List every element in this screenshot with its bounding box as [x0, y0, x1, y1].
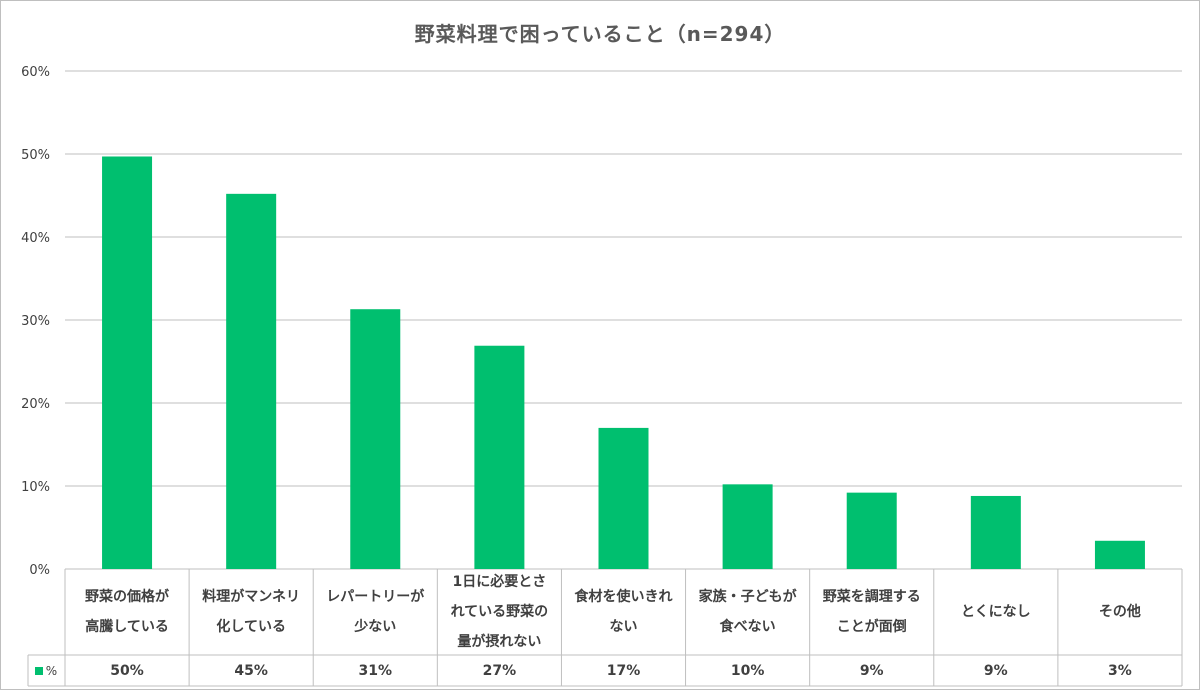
- bar: [846, 492, 897, 569]
- y-tick-label: 0%: [29, 563, 50, 578]
- value-label: 17%: [606, 662, 641, 679]
- category-label: レパートリーが 少ない: [326, 589, 425, 635]
- value-label: 50%: [110, 662, 144, 679]
- value-label: 27%: [482, 662, 517, 679]
- data-table-lines: [27, 569, 1183, 687]
- category-label: その他: [1098, 604, 1141, 620]
- value-label: 9%: [859, 662, 884, 679]
- y-tick-label: 30%: [21, 314, 50, 329]
- legend-swatch: [34, 666, 43, 675]
- bar: [474, 345, 525, 569]
- category-label: 野菜を調理する ことが面倒: [822, 589, 921, 635]
- bar: [970, 495, 1021, 569]
- category-label: 食材を使いきれ ない: [574, 589, 673, 635]
- y-tick-label: 60%: [21, 65, 50, 80]
- bar: [102, 156, 153, 570]
- category-label: 1日に必要とさ れている野菜の 量が摂れない: [450, 574, 549, 650]
- bar: [350, 309, 401, 569]
- y-axis-ticks: 0% 10% 20% 30% 40% 50% 60%: [21, 65, 50, 578]
- bar: [1094, 540, 1145, 569]
- y-tick-label: 10%: [21, 480, 50, 495]
- legend-label: %: [45, 663, 58, 678]
- category-label: 料理がマンネリ 化している: [202, 589, 301, 635]
- bar: [598, 427, 649, 569]
- value-label: 3%: [1108, 662, 1132, 679]
- bar: [722, 484, 773, 569]
- y-tick-label: 20%: [21, 397, 50, 412]
- chart-title: 野菜料理で困っていること（n=294）: [414, 22, 786, 46]
- value-label: 31%: [358, 662, 393, 679]
- category-label: とくになし: [961, 604, 1031, 620]
- category-label: 家族・子どもが 食べない: [698, 589, 797, 635]
- y-tick-label: 40%: [21, 231, 50, 246]
- value-label: 45%: [234, 662, 268, 679]
- legend: %: [28, 655, 64, 686]
- y-tick-label: 50%: [21, 148, 50, 163]
- category-label: 野菜の価格が 高騰している: [85, 589, 170, 635]
- value-label: 10%: [730, 662, 765, 679]
- bars: [102, 156, 1145, 570]
- value-label: 9%: [983, 662, 1008, 679]
- bar: [226, 193, 277, 569]
